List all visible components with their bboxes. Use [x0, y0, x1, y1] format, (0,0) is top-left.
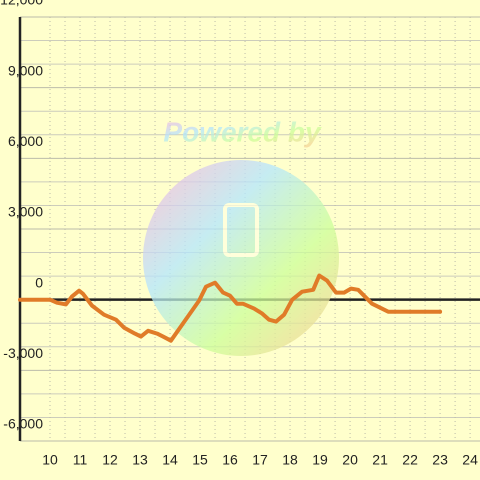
x-tick-label: 22	[402, 452, 418, 468]
watermark-circle	[143, 160, 339, 356]
x-tick-label: 17	[252, 452, 268, 468]
watermark-text: Powered by	[163, 116, 322, 147]
y-tick-label: 9,000	[8, 62, 43, 78]
y-tick-label: -3,000	[3, 345, 43, 361]
y-tick-label: 0	[35, 274, 43, 290]
x-tick-label: 14	[162, 452, 178, 468]
watermark-icon	[223, 203, 259, 257]
x-tick-label: 18	[282, 452, 298, 468]
x-tick-label: 12	[102, 452, 118, 468]
x-tick-label: 10	[42, 452, 58, 468]
x-tick-label: 24	[462, 452, 478, 468]
y-tick-label: -6,000	[3, 416, 43, 432]
x-tick-label: 21	[372, 452, 388, 468]
data-line	[18, 273, 443, 343]
x-tick-label: 13	[132, 452, 148, 468]
y-tick-label: 6,000	[8, 133, 43, 149]
x-tick-label: 23	[432, 452, 448, 468]
x-tick-label: 19	[312, 452, 328, 468]
x-tick-label: 15	[192, 452, 208, 468]
x-tick-label: 11	[73, 452, 88, 468]
x-tick-label: 16	[222, 452, 238, 468]
x-tick-label: 20	[342, 452, 358, 468]
y-tick-label: 3,000	[8, 204, 43, 220]
y-tick-label: 12,000	[0, 0, 43, 8]
